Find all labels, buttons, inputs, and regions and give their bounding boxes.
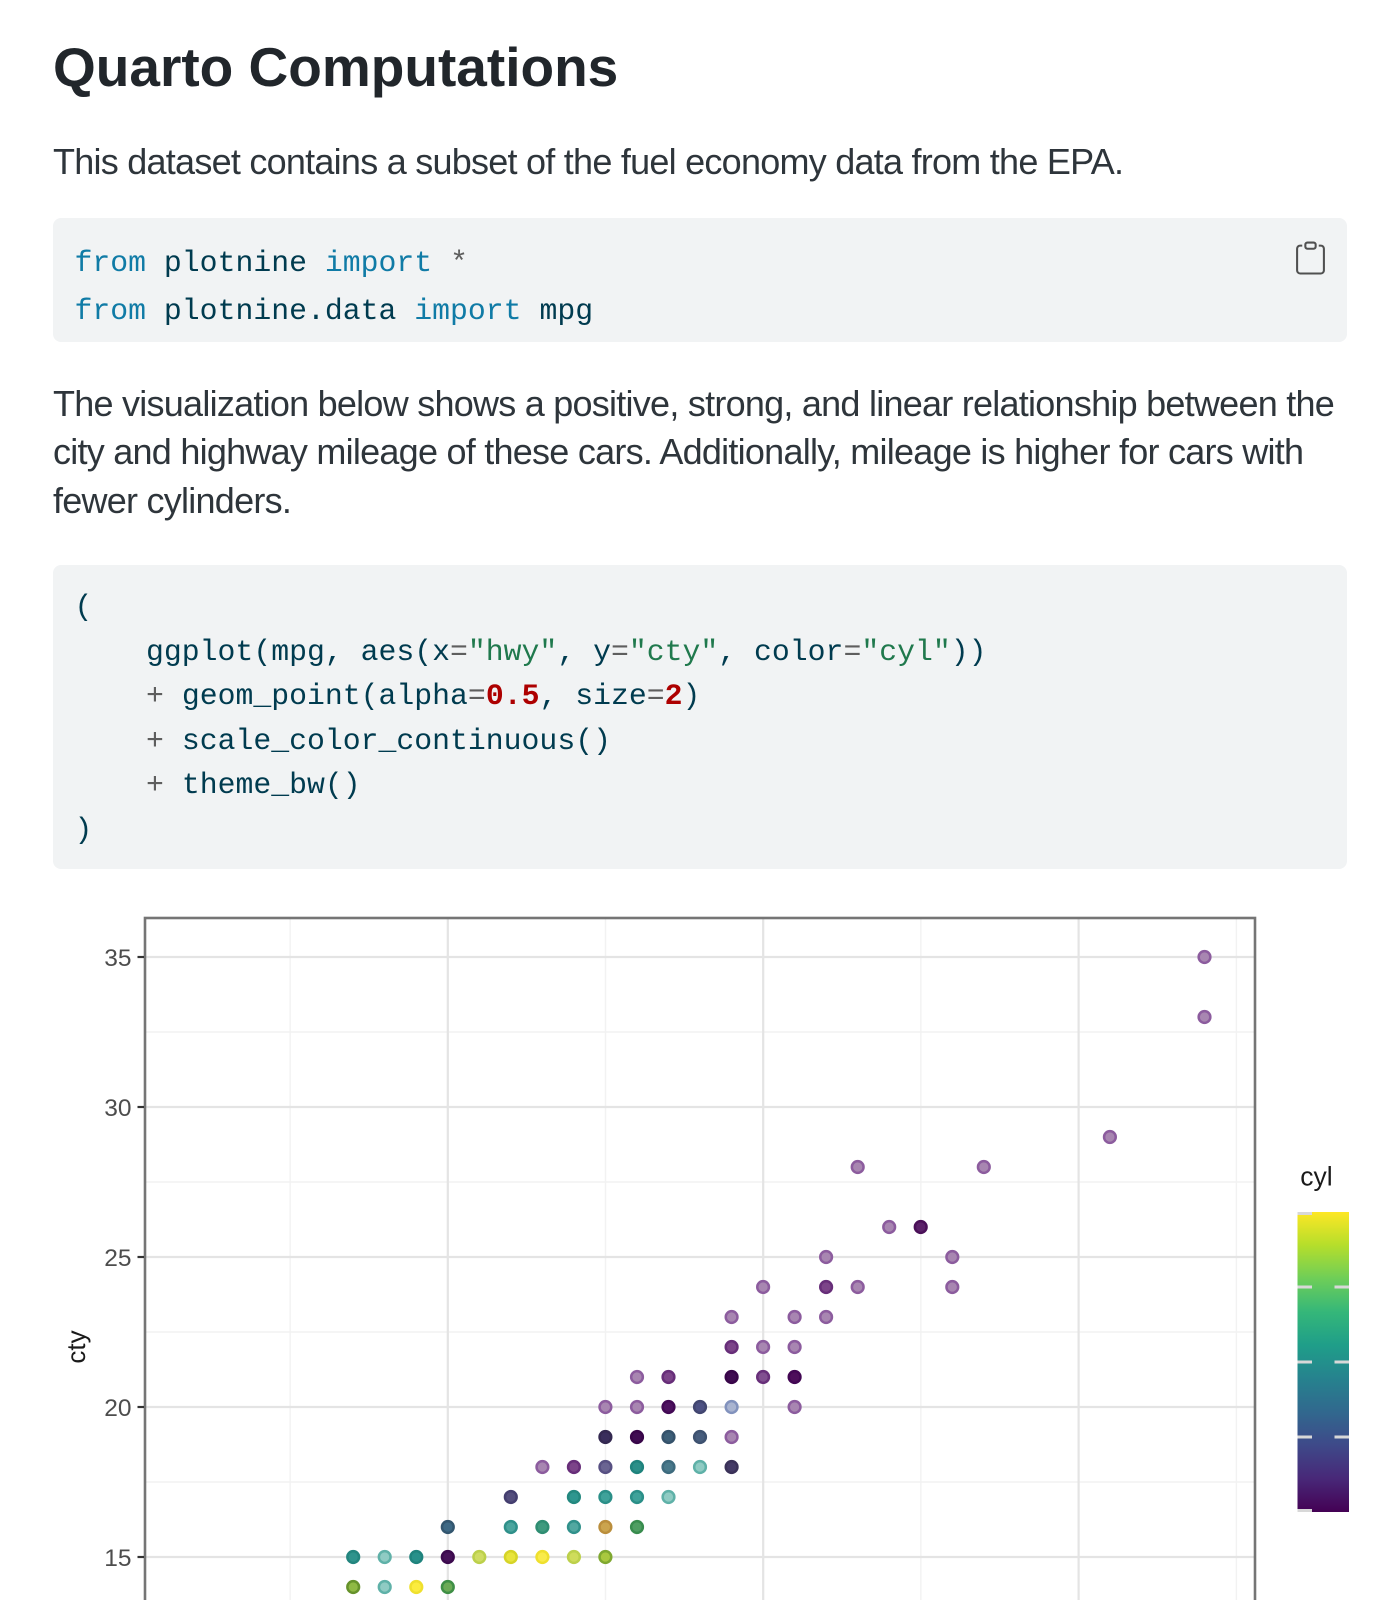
svg-text:20: 20 [104,1395,131,1422]
svg-text:cty: cty [61,1330,91,1363]
svg-text:cyl: cyl [1300,1162,1332,1192]
svg-text:30: 30 [104,1095,131,1122]
svg-text:35: 35 [104,945,131,972]
svg-text:15: 15 [104,1545,131,1572]
svg-text:25: 25 [104,1245,131,1272]
